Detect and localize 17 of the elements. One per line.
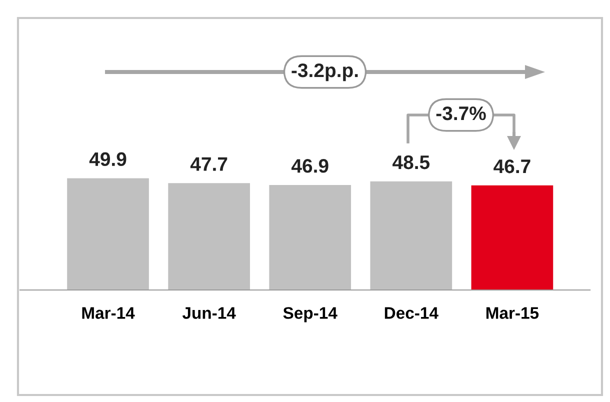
x-tick-label: Mar-15 <box>486 307 539 319</box>
bar <box>67 178 149 290</box>
x-tick-label: Dec-14 <box>384 307 438 319</box>
text: -3.7% <box>436 106 486 120</box>
bar <box>370 181 452 290</box>
x-tick-label: Mar-14 <box>82 307 135 319</box>
x-tick-label: Sep-14 <box>283 307 338 322</box>
bar <box>471 185 554 290</box>
data-label: 49.9 <box>89 152 126 166</box>
data-label: 46.9 <box>291 159 328 173</box>
x-tick-label: Jun-14 <box>182 307 236 319</box>
bar <box>168 183 250 290</box>
data-label: 46.7 <box>494 159 530 174</box>
text: -3.2p.p. <box>292 63 358 82</box>
bar <box>269 184 352 290</box>
data-label: 47.7 <box>190 157 228 171</box>
data-label: 48.5 <box>392 155 430 170</box>
